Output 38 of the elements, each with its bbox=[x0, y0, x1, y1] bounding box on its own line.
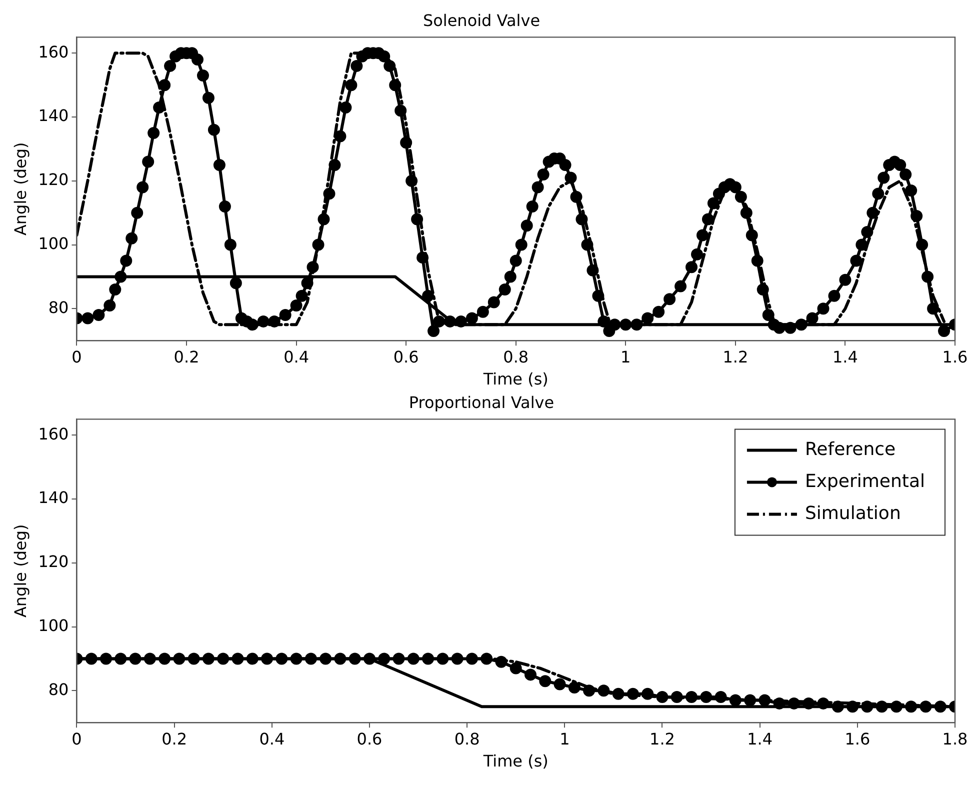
y-tick-label: 140 bbox=[38, 488, 69, 508]
x-tick-label: 1.6 bbox=[942, 347, 968, 366]
x-tick-label: 1.2 bbox=[722, 347, 748, 366]
x-tick-label: 1.2 bbox=[650, 729, 675, 748]
x-tick-label: 1.6 bbox=[844, 729, 870, 748]
x-tick-label: 1.4 bbox=[747, 729, 773, 748]
x-tick-label: 1.8 bbox=[942, 729, 968, 748]
y-axis-title: Angle (deg) bbox=[10, 142, 30, 236]
x-tick-label: 0 bbox=[72, 729, 82, 748]
x-tick-label: 0.2 bbox=[174, 347, 200, 366]
y-tick-label: 160 bbox=[38, 42, 69, 62]
y-tick-label: 100 bbox=[38, 616, 69, 635]
x-tick-label: 0.2 bbox=[162, 729, 188, 748]
y-axis-title: Angle (deg) bbox=[10, 524, 30, 618]
x-tick-label: 0.4 bbox=[284, 347, 310, 366]
x-tick-label: 1 bbox=[620, 347, 631, 366]
x-tick-label: 0 bbox=[72, 347, 82, 366]
legend-label: Experimental bbox=[804, 470, 926, 492]
y-tick-label: 80 bbox=[48, 680, 69, 699]
x-tick-label: 0.8 bbox=[454, 729, 480, 748]
x-axis-title: Time (s) bbox=[482, 370, 548, 389]
legend-label: Simulation bbox=[804, 502, 901, 524]
y-tick-label: 120 bbox=[38, 170, 69, 190]
y-tick-label: 120 bbox=[38, 552, 69, 572]
y-tick-label: 100 bbox=[38, 234, 69, 253]
y-tick-label: 160 bbox=[38, 424, 69, 444]
x-tick-label: 0.4 bbox=[259, 729, 285, 748]
x-tick-label: 1.4 bbox=[832, 347, 858, 366]
legend-label: Reference bbox=[804, 438, 896, 460]
x-axis-title: Time (s) bbox=[482, 752, 548, 771]
x-tick-label: 0.8 bbox=[503, 347, 529, 366]
x-tick-label: 0.6 bbox=[356, 729, 382, 748]
y-tick-label: 140 bbox=[38, 106, 69, 126]
x-tick-label: 0.6 bbox=[393, 347, 419, 366]
chart-title: Proportional Valve bbox=[408, 392, 554, 412]
y-tick-label: 80 bbox=[48, 298, 69, 317]
x-tick-label: 1 bbox=[560, 729, 570, 748]
chart-title: Solenoid Valve bbox=[422, 10, 540, 30]
